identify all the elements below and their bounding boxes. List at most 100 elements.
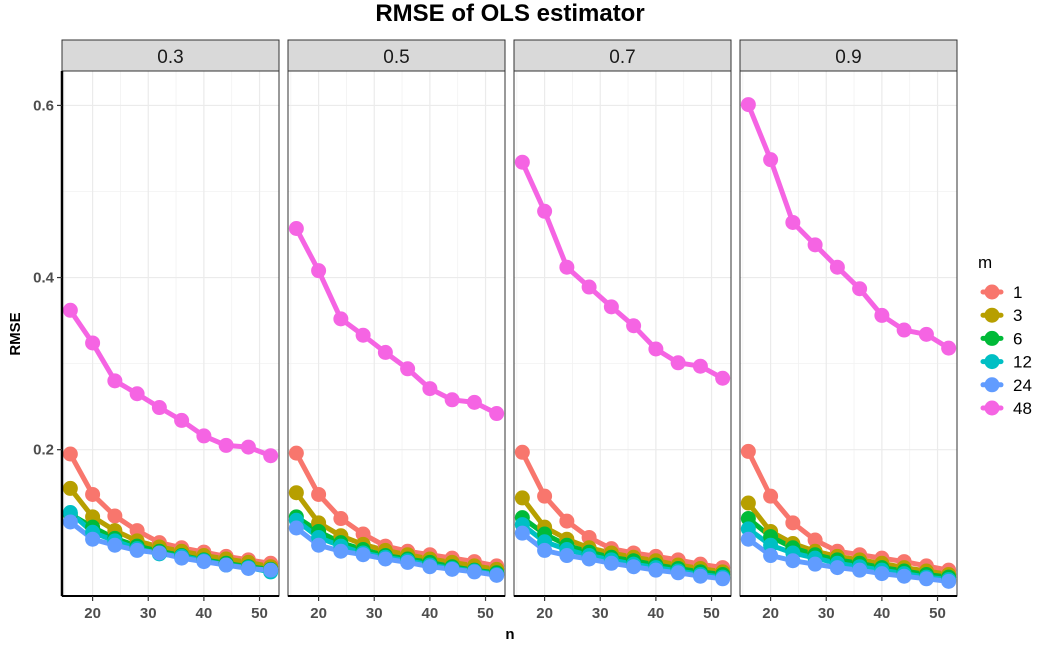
data-point-m48 <box>355 327 371 343</box>
data-point-m24 <box>62 514 78 530</box>
series-line-m1 <box>293 450 500 569</box>
grid <box>288 71 505 596</box>
data-point-m1 <box>333 511 349 527</box>
legend-item: 24 <box>980 376 1032 395</box>
legend-key-point <box>984 284 1000 300</box>
data-point-m1 <box>85 486 101 502</box>
data-point-m24 <box>581 551 597 567</box>
data-point-m48 <box>874 307 890 323</box>
data-point-m1 <box>288 445 304 461</box>
x-tick-label: 30 <box>592 605 609 622</box>
series-group <box>288 221 505 583</box>
facet-panel: 0.3 <box>61 39 280 597</box>
y-axis: 0.2 0.4 0.6 <box>33 71 64 596</box>
legend-item: 3 <box>980 306 1022 325</box>
legend-label: 48 <box>1013 399 1032 418</box>
data-point-m24 <box>240 560 256 576</box>
facet-panel: 0.9 <box>739 39 958 597</box>
facet-strip-label: 0.7 <box>609 47 635 68</box>
data-point-m1 <box>807 532 823 548</box>
facet-strip <box>513 39 732 72</box>
data-point-m24 <box>763 548 779 564</box>
data-point-m48 <box>941 340 957 356</box>
facet-panels: 0.3 0.5 0.7 0.9 <box>61 39 958 597</box>
x-tick-label: 40 <box>422 605 439 622</box>
x-tick-label: 40 <box>648 605 665 622</box>
series-line-m1 <box>745 448 952 573</box>
data-point-m24 <box>444 561 460 577</box>
data-point-m1 <box>311 486 327 502</box>
data-point-m48 <box>852 281 868 297</box>
legend-key-point <box>984 307 1000 323</box>
data-point-m3 <box>288 485 304 501</box>
data-point-m24 <box>400 554 416 570</box>
x-tick-label: 50 <box>929 605 946 622</box>
data-point-m3 <box>62 480 78 496</box>
data-point-m1 <box>355 526 371 542</box>
data-point-m1 <box>763 488 779 504</box>
data-point-m48 <box>603 299 619 315</box>
data-point-m48 <box>763 152 779 168</box>
x-tick-label: 30 <box>818 605 835 622</box>
x-tick-label: 50 <box>703 605 720 622</box>
data-point-m24 <box>377 551 393 567</box>
legend: m 1 3 6 12 24 48 <box>978 253 1032 418</box>
series-line-m24 <box>519 530 726 582</box>
x-tick-label: 20 <box>762 605 779 622</box>
facet-strip-label: 0.9 <box>835 47 861 68</box>
data-point-m24 <box>648 562 664 578</box>
legend-item: 48 <box>980 399 1032 418</box>
legend-key-point <box>984 330 1000 346</box>
series-group <box>740 97 957 589</box>
data-point-m24 <box>715 571 731 587</box>
data-point-m24 <box>785 553 801 569</box>
x-axis: 20 30 40 50 <box>514 595 731 622</box>
data-point-m48 <box>333 311 349 327</box>
data-point-m48 <box>196 428 212 444</box>
legend-label: 12 <box>1013 353 1032 372</box>
x-axes: 20 30 40 50 20 30 40 50 20 30 40 50 20 30 40 50 <box>62 595 957 622</box>
series-line-m3 <box>293 490 500 572</box>
data-point-m48 <box>288 221 304 236</box>
data-point-m24 <box>670 565 686 581</box>
data-point-m1 <box>559 513 575 529</box>
x-tick-label: 40 <box>874 605 891 622</box>
data-point-m24 <box>196 554 212 570</box>
data-point-m24 <box>852 562 868 578</box>
data-point-m48 <box>740 97 756 113</box>
data-point-m12 <box>763 537 779 553</box>
data-point-m3 <box>514 490 530 506</box>
x-tick-label: 30 <box>366 605 383 622</box>
data-point-m24 <box>311 537 327 553</box>
facet-strip-label: 0.5 <box>383 47 409 68</box>
data-point-m48 <box>807 237 823 253</box>
series-line-m48 <box>293 226 500 416</box>
data-point-m24 <box>896 568 912 584</box>
data-point-m48 <box>537 203 553 219</box>
data-point-m24 <box>941 573 957 589</box>
facet-strip <box>61 39 280 72</box>
data-point-m48 <box>377 344 393 360</box>
data-point-m48 <box>129 386 145 402</box>
data-point-m48 <box>670 355 686 371</box>
x-axis: 20 30 40 50 <box>62 595 279 622</box>
facet-panel: 0.5 <box>287 39 506 597</box>
data-point-m24 <box>514 525 530 541</box>
x-tick-label: 20 <box>84 605 101 622</box>
data-point-m48 <box>648 341 664 357</box>
series-line-m24 <box>293 525 500 578</box>
data-point-m48 <box>581 279 597 295</box>
data-point-m48 <box>896 322 912 338</box>
data-point-m24 <box>559 548 575 564</box>
data-point-m1 <box>785 515 801 531</box>
data-point-m24 <box>918 571 934 587</box>
plot-panel <box>288 71 505 596</box>
data-point-m24 <box>218 557 234 573</box>
data-point-m24 <box>151 545 167 561</box>
data-point-m48 <box>489 406 505 422</box>
x-tick-label: 20 <box>536 605 553 622</box>
data-point-m3 <box>85 509 101 525</box>
x-tick-label: 50 <box>477 605 494 622</box>
series-group <box>514 154 731 587</box>
